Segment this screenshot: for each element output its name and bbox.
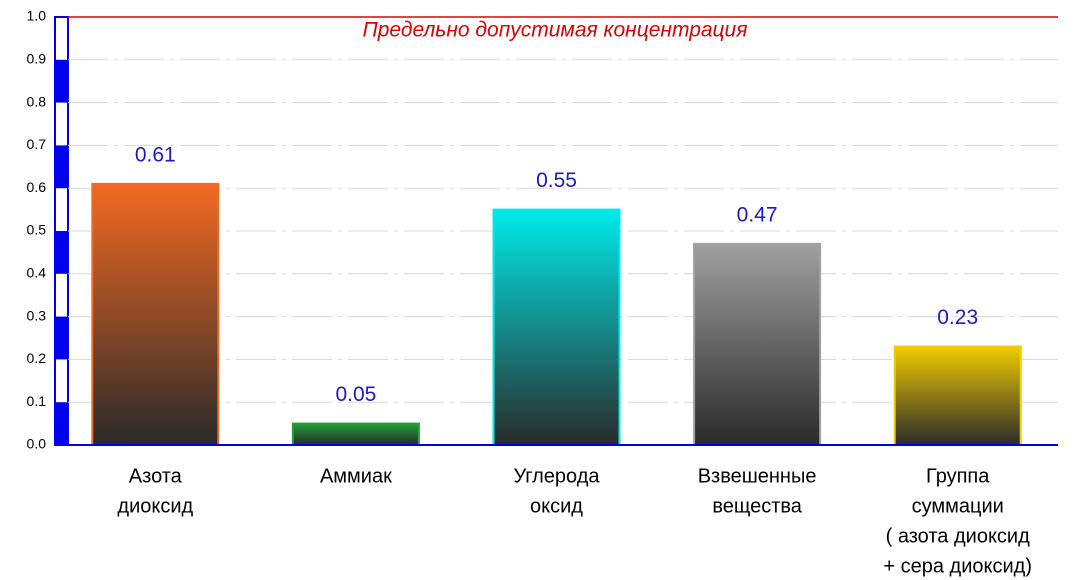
bar xyxy=(492,208,621,446)
axis-stripe xyxy=(55,59,68,103)
y-tick-label: 0.6 xyxy=(27,179,47,195)
value-label: 0.61 xyxy=(135,143,176,166)
axis-stripe xyxy=(55,402,68,445)
axis-stripe xyxy=(55,231,68,274)
x-tick-label: оксид xyxy=(530,495,583,517)
x-tick-label: Углерода xyxy=(513,465,600,487)
x-tick-label: вещества xyxy=(712,495,802,517)
x-tick-label: диоксид xyxy=(117,495,193,517)
y-tick-label: 0.1 xyxy=(27,393,47,409)
y-tick-label: 0.3 xyxy=(27,307,47,323)
bar xyxy=(693,242,822,446)
y-tick-label: 0.7 xyxy=(27,136,47,152)
y-tick-label: 0.5 xyxy=(27,222,47,238)
y-tick-label: 1.0 xyxy=(27,8,47,24)
value-label: 0.47 xyxy=(737,203,778,226)
bar xyxy=(291,422,420,447)
y-tick-label: 0.4 xyxy=(27,265,47,281)
x-tick-label: Взвешенные xyxy=(698,465,817,487)
y-tick-label: 0.9 xyxy=(27,51,47,67)
axis-stripe xyxy=(55,145,68,189)
value-label: 0.55 xyxy=(536,169,577,192)
value-label: 0.23 xyxy=(937,306,978,329)
value-label: 0.05 xyxy=(335,383,376,406)
axis-stripe xyxy=(55,316,68,360)
y-tick-label: 0.2 xyxy=(27,350,47,366)
bar xyxy=(893,345,1022,446)
x-tick-label: Группа xyxy=(926,465,990,487)
x-tick-label: + сера диоксид) xyxy=(883,555,1032,577)
x-tick-label: Аммиак xyxy=(320,465,392,487)
limit-label: Предельно допустимая концентрация xyxy=(363,19,748,42)
bar xyxy=(91,182,220,446)
x-tick-label: суммации xyxy=(912,495,1004,517)
x-tick-label: Азота xyxy=(129,465,183,487)
y-tick-label: 0.8 xyxy=(27,93,47,109)
y-tick-label: 0.0 xyxy=(27,436,47,452)
x-tick-label: ( азота диоксид xyxy=(886,525,1030,547)
